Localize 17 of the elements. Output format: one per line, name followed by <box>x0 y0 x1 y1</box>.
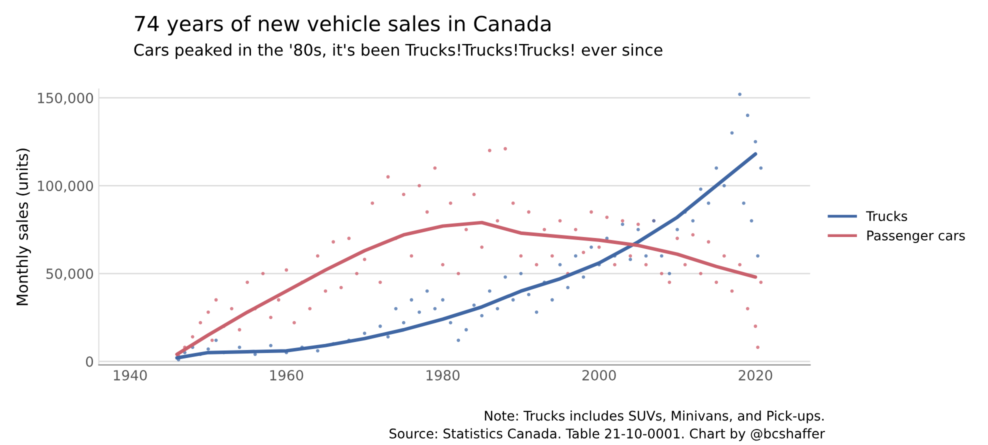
source-note: Source: Statistics Canada. Table 21-10-0001. Chart by @bcshaffer <box>390 428 825 442</box>
x-tick-label: 1940 <box>114 370 147 381</box>
legend-label: Trucks <box>866 210 908 222</box>
text: Note: Trucks includes SUVs, Minivans, and Pick-ups. <box>484 410 824 424</box>
y-tick-label: 50,000 <box>46 268 94 280</box>
y-tick-label: 0 <box>86 356 94 367</box>
y-tick-label: 150,000 <box>38 92 94 105</box>
chart-subtitle: Cars peaked in the '80s, it's been Trucks!Trucks!Trucks! ever since <box>134 43 662 59</box>
legend-label: Passenger cars <box>867 230 965 244</box>
chart-title: 74 years of new vehicle sales in Canada <box>135 15 550 36</box>
line-series <box>175 220 758 356</box>
y-tick-label: 100,000 <box>38 180 94 193</box>
y-axis-title: Monthly sales (units) <box>16 148 31 306</box>
x-tick-label: 1980 <box>426 370 460 381</box>
x-tick-label: 2000 <box>582 370 616 381</box>
x-tick-label: 1960 <box>270 370 304 381</box>
x-tick-label: 2020 <box>738 370 772 381</box>
